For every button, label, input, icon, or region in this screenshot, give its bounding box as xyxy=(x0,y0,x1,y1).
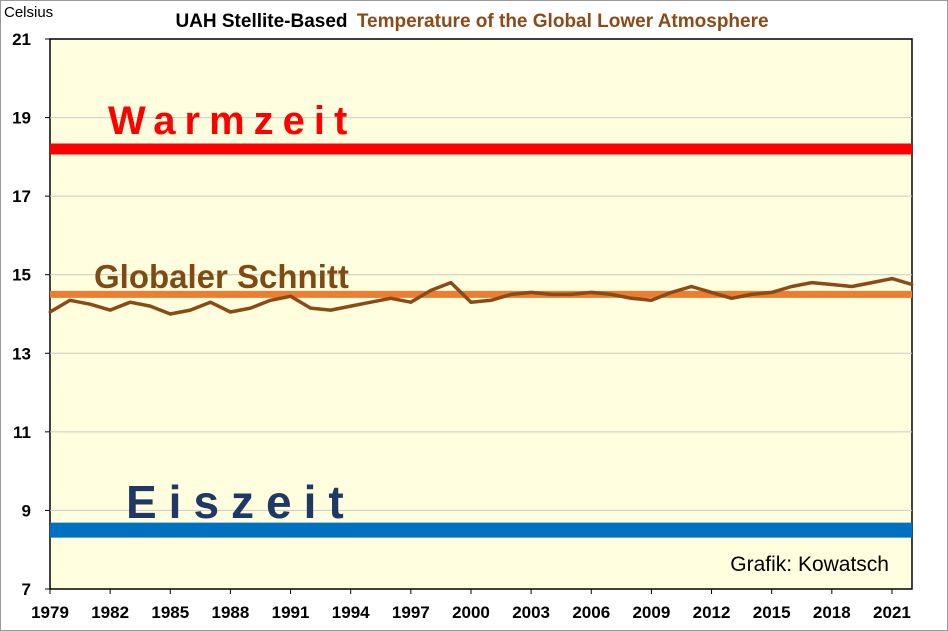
y-axis: 7 9 11 13 15 17 19 21 xyxy=(12,30,50,599)
y-tick-label: 19 xyxy=(12,109,31,128)
temperature-point xyxy=(830,283,834,287)
y-tick-label: 7 xyxy=(22,580,31,599)
temperature-point xyxy=(710,290,714,294)
temperature-point xyxy=(208,300,212,304)
temperature-point xyxy=(629,296,633,300)
temperature-point xyxy=(810,281,814,285)
temperature-point xyxy=(750,292,754,296)
temperature-point xyxy=(609,292,613,296)
y-tick-label: 15 xyxy=(12,266,31,285)
temperature-point xyxy=(449,281,453,285)
temperature-point xyxy=(168,312,172,316)
temperature-point xyxy=(88,302,92,306)
temperature-point xyxy=(529,290,533,294)
x-tick-label: 2003 xyxy=(512,603,550,622)
chart-title: UAH Stellite-Based Temperature of the Gl… xyxy=(175,11,768,32)
temperature-point xyxy=(469,300,473,304)
temperature-point xyxy=(248,306,252,310)
x-tick-label: 1982 xyxy=(91,603,129,622)
y-tick-label: 21 xyxy=(12,30,31,49)
x-tick-label: 1979 xyxy=(31,603,69,622)
x-tick-label: 1997 xyxy=(392,603,430,622)
y-axis-label: Celsius xyxy=(4,4,53,21)
temperature-point xyxy=(389,296,393,300)
temperature-point xyxy=(890,277,894,281)
chart-title-part1: UAH Stellite-Based xyxy=(175,11,347,32)
temperature-series-line xyxy=(49,276,913,316)
plot-area xyxy=(49,38,913,590)
temperature-point xyxy=(349,304,353,308)
globaler-schnitt-label: Globaler Schnitt xyxy=(94,258,349,295)
temperature-point xyxy=(329,308,333,312)
temperature-point xyxy=(68,298,72,302)
y-tick-label: 11 xyxy=(13,423,31,442)
temperature-point xyxy=(669,290,673,294)
temperature-point xyxy=(269,298,273,302)
y-tick-label: 13 xyxy=(12,344,31,363)
temperature-point xyxy=(48,310,52,314)
x-axis: 1979 1982 1985 1988 1991 1994 1997 2000 2003 2006… xyxy=(31,589,911,622)
temperature-point xyxy=(910,283,914,287)
temperature-point xyxy=(228,310,232,314)
temperature-point xyxy=(870,281,874,285)
temperature-point xyxy=(148,304,152,308)
credit-label: Grafik: Kowatsch xyxy=(730,553,889,576)
x-tick-label: 1991 xyxy=(272,603,310,622)
grid xyxy=(50,117,912,511)
temperature-point xyxy=(770,290,774,294)
temperature-point xyxy=(850,285,854,288)
temperature-point xyxy=(289,294,293,298)
y-tick-label: 17 xyxy=(12,187,31,206)
series xyxy=(48,276,914,316)
x-tick-label: 2018 xyxy=(813,603,851,622)
temperature-point xyxy=(589,290,593,294)
temperature-point xyxy=(309,306,313,310)
x-tick-label: 1985 xyxy=(151,603,189,622)
temperature-point xyxy=(689,285,693,288)
temperature-point xyxy=(409,300,413,304)
x-tick-label: 2009 xyxy=(632,603,670,622)
x-tick-label: 2006 xyxy=(572,603,610,622)
x-tick-label: 2000 xyxy=(452,603,490,622)
x-tick-label: 1994 xyxy=(332,603,370,622)
temperature-point xyxy=(128,300,132,304)
temperature-point xyxy=(509,292,513,296)
x-tick-label: 1988 xyxy=(212,603,250,622)
temperature-point xyxy=(649,298,653,302)
temperature-point xyxy=(489,298,493,302)
temperature-point xyxy=(429,288,433,292)
x-tick-label: 2015 xyxy=(753,603,791,622)
y-tick-label: 9 xyxy=(22,501,31,520)
warmzeit-label: Warmzeit xyxy=(108,99,356,143)
temperature-point xyxy=(549,292,553,296)
temperature-point xyxy=(188,308,192,312)
temperature-point xyxy=(790,285,794,288)
temperature-point xyxy=(730,296,734,300)
temperature-point xyxy=(369,300,373,304)
temperature-point xyxy=(108,308,112,312)
x-tick-label: 2021 xyxy=(873,603,911,622)
temperature-point xyxy=(569,292,573,296)
x-tick-label: 2012 xyxy=(693,603,731,622)
eiszeit-label: Eiszeit xyxy=(126,476,356,528)
chart-title-part2: Temperature of the Global Lower Atmosphe… xyxy=(357,11,769,32)
